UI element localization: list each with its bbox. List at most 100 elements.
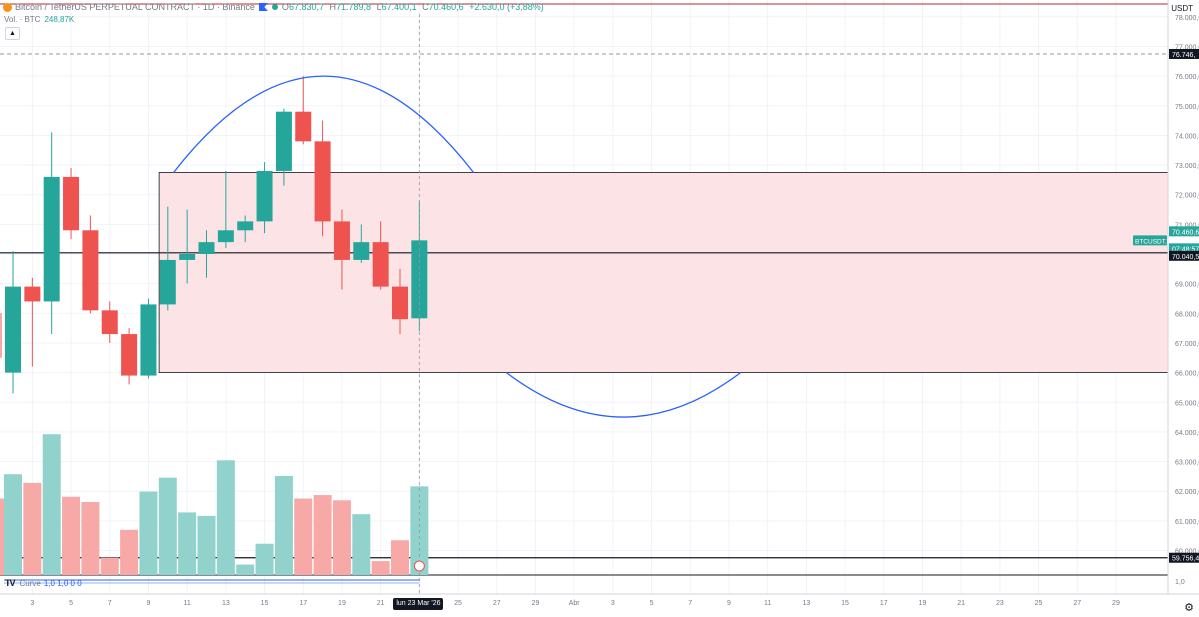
y-tick-label: 62.000,0 <box>1175 489 1199 496</box>
candle <box>159 206 176 311</box>
volume-bar <box>100 557 119 575</box>
volume-bar <box>62 496 81 575</box>
x-tick-label: 9 <box>146 600 150 607</box>
x-tick-label: 23 <box>996 600 1004 607</box>
volume-bar <box>23 482 42 575</box>
x-tick-label: 13 <box>222 600 230 607</box>
candle <box>237 215 254 243</box>
volume-bar <box>352 514 371 575</box>
y-tick-label: 76.000,0 <box>1175 74 1199 81</box>
time-axis: 3 5 7 9 11 13 15 17 19 21 23 25 27 29 Abr 3 5 7 9 11 13 15 17 1… <box>30 600 1120 607</box>
symbol-title[interactable]: Bitcoin / TetherUS PERPETUAL CONTRACT · … <box>15 2 255 12</box>
volume-bar <box>81 502 100 575</box>
volume-bar <box>332 500 351 575</box>
volume-bar <box>274 475 293 575</box>
x-tick-label: 19 <box>919 600 927 607</box>
y-tick-label: 75.000,0 <box>1175 104 1199 111</box>
price-label-text: 07:48:57 <box>1172 246 1199 253</box>
price-label-bg <box>1169 226 1199 237</box>
curve-bottom <box>506 372 741 418</box>
y-tick-label: 69.000,0 <box>1175 282 1199 289</box>
candle <box>295 76 312 145</box>
price-label: BTCUSDT.P <box>1133 235 1171 246</box>
candle-body <box>101 310 118 335</box>
candle-body <box>5 286 21 373</box>
currency-label: USDT <box>1171 4 1193 13</box>
volume-bar <box>0 498 4 575</box>
candles <box>0 76 428 394</box>
curve-top <box>173 75 475 173</box>
candle <box>179 209 196 284</box>
candle <box>121 328 138 385</box>
flag-icon[interactable] <box>258 3 268 11</box>
x-tick-label: 15 <box>261 600 269 607</box>
ohlc-values: O67.830,7 H71.789,8 L67.400,1 C70.460,6 … <box>281 2 544 12</box>
x-tick-label: 15 <box>841 600 849 607</box>
indicator-axis-label: 1,0 <box>1175 579 1185 586</box>
gear-icon[interactable]: ⚙ <box>1184 602 1194 614</box>
x-tick-label: 29 <box>532 600 540 607</box>
change-value: +2.630,0 (+3,88%) <box>469 2 544 12</box>
y-tick-label: 65.000,0 <box>1175 400 1199 407</box>
price-label-bg <box>1169 552 1199 563</box>
volume-bar <box>120 529 139 575</box>
candle-body <box>140 304 157 376</box>
x-tick-label: 21 <box>957 600 965 607</box>
volume-bar <box>391 540 409 575</box>
x-tick-label: 25 <box>1035 600 1043 607</box>
volume-bar <box>294 498 313 575</box>
indicator-legend[interactable]: TV Curve 1,0 1,0 0 0 <box>5 578 82 588</box>
x-tick-label: 17 <box>880 600 888 607</box>
range-zone <box>158 172 1169 373</box>
x-tick-label: 29 <box>1112 600 1120 607</box>
candle-body <box>159 259 176 305</box>
y-tick-label: 61.000,0 <box>1175 519 1199 526</box>
candle-body <box>179 254 196 260</box>
crosshair-date-label: lun 23 Mar '26 <box>393 598 444 610</box>
x-tick-label: 11 <box>764 600 771 607</box>
y-tick-label: 67.000,0 <box>1175 341 1199 348</box>
price-label-bg <box>1169 250 1199 261</box>
range-zone-rect <box>158 172 1169 373</box>
candle <box>43 132 60 335</box>
curve-drawings <box>4 14 741 594</box>
candle-body <box>275 111 292 171</box>
candle-body <box>24 286 41 302</box>
candle <box>82 215 99 314</box>
y-tick-label: 71.000,0 <box>1175 222 1199 229</box>
candle <box>5 251 21 394</box>
x-tick-label: 3 <box>30 600 34 607</box>
volume-bar <box>139 491 158 575</box>
symbol-tag: BTCUSDT.P <box>1135 238 1171 245</box>
chevron-up-icon[interactable]: ▲ <box>5 27 20 40</box>
candle <box>353 224 370 263</box>
candle <box>256 162 273 234</box>
candle <box>63 168 80 240</box>
volume-bar <box>371 561 390 575</box>
price-label-text: 70.460,6 <box>1172 229 1199 236</box>
candle-body <box>392 286 408 320</box>
x-tick-label: Abr <box>569 600 581 607</box>
bitcoin-icon <box>3 2 12 12</box>
volume-bar <box>197 515 216 575</box>
y-tick-label: 66.000,0 <box>1175 371 1199 378</box>
x-tick-label: 13 <box>802 600 810 607</box>
x-tick-label: 21 <box>377 600 385 607</box>
y-tick-label: 63.000,0 <box>1175 460 1199 467</box>
y-tick-label: 74.000,0 <box>1175 133 1199 140</box>
price-label: 70.460,6 <box>1169 226 1199 237</box>
candle-body <box>43 176 60 302</box>
candle-body <box>217 230 234 243</box>
candle <box>275 108 292 186</box>
candle-body <box>237 221 254 231</box>
candle <box>333 209 350 290</box>
price-label-bg <box>1169 48 1199 59</box>
candle <box>217 170 234 249</box>
price-label: 70.040,5 <box>1169 250 1199 261</box>
x-tick-label: 5 <box>69 600 73 607</box>
y-tick-label: 64.000,0 <box>1175 430 1199 437</box>
x-tick-label: 7 <box>688 600 692 607</box>
x-tick-label: 5 <box>650 600 654 607</box>
volume-bar <box>158 477 177 575</box>
